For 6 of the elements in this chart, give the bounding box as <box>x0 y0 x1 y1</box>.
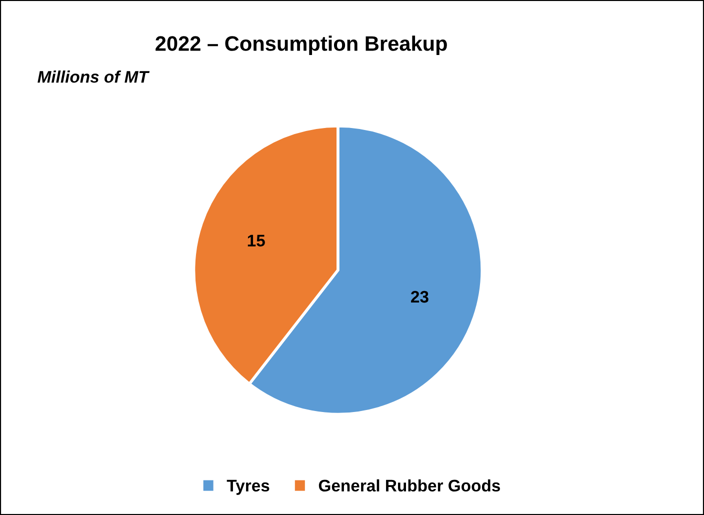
data-label: 23 <box>411 290 428 303</box>
chart-title: 2022 – Consumption Breakup <box>156 36 447 56</box>
legend-label: General Rubber Goods <box>318 479 500 492</box>
chart-subtitle: Millions of MT <box>38 70 150 83</box>
legend-label: Tyres <box>226 480 270 495</box>
data-label: 15 <box>248 234 265 247</box>
